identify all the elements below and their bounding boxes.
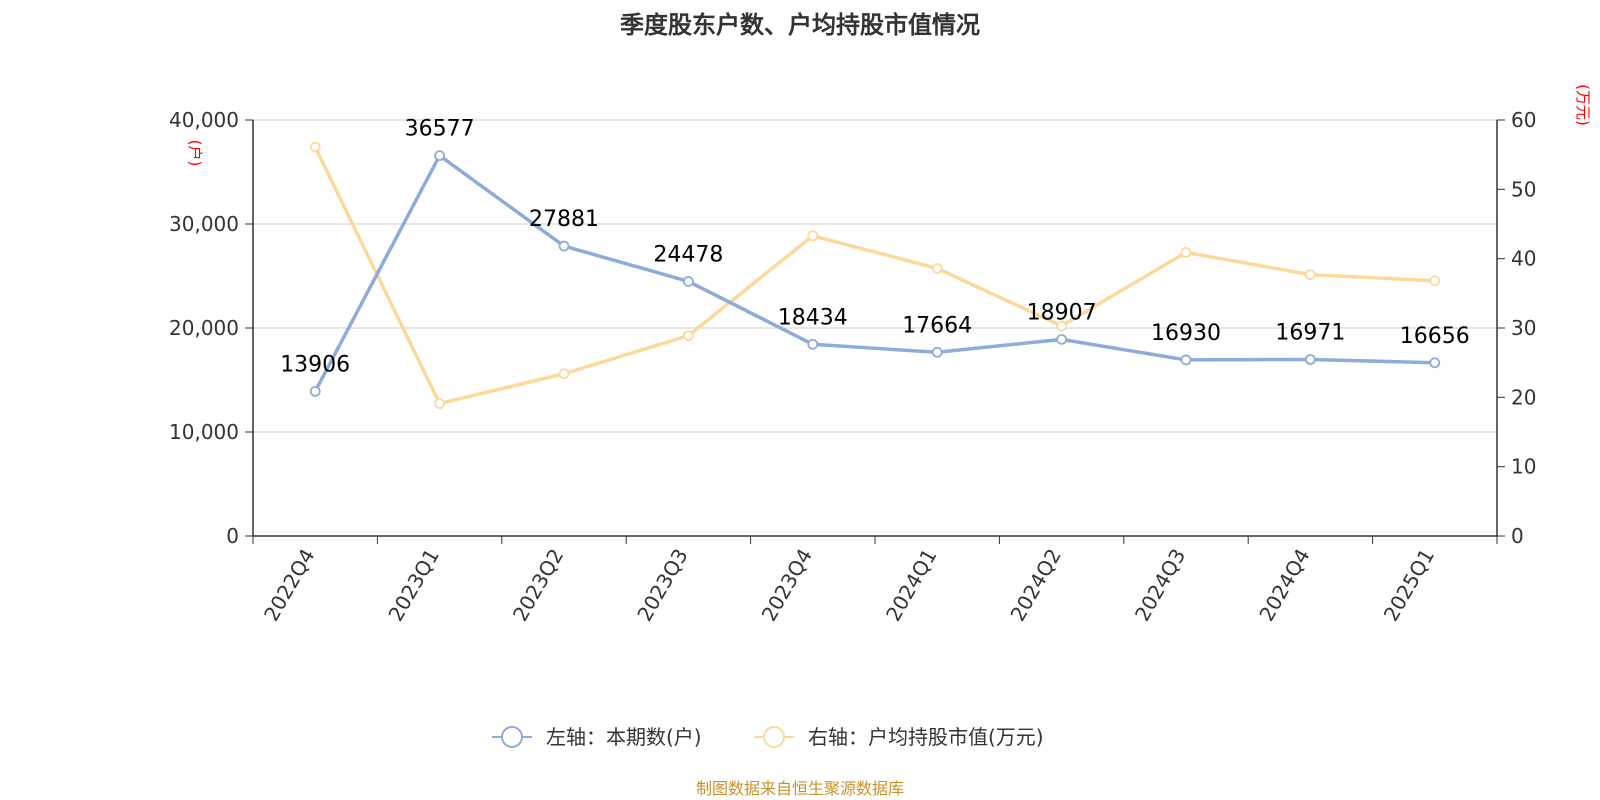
right-axis-tick-label: 10 [1511, 455, 1536, 479]
legend-label-right: 右轴：户均持股市值(万元) [808, 725, 1044, 749]
legend-item-left-series[interactable]: 左轴：本期数(户) [492, 725, 702, 749]
x-axis-tick-label: 2023Q4 [757, 545, 817, 626]
left-axis-tick-label: 30,000 [169, 212, 239, 236]
series-point-right [1180, 247, 1192, 258]
left-axis-tick-label: 0 [226, 524, 239, 548]
left-axis-unit: (户) [186, 140, 204, 167]
right-axis-tick-label: 60 [1511, 108, 1536, 132]
x-axis-tick-label: 2024Q2 [1005, 545, 1065, 626]
series-point-left [683, 276, 694, 287]
series-line-right [313, 146, 1435, 406]
x-axis-tick-label: 2025Q1 [1379, 545, 1439, 626]
series-point-right [683, 330, 694, 342]
right-axis-tick-label: 30 [1511, 316, 1536, 340]
series-point-left [1429, 357, 1441, 369]
series-point-left [1056, 333, 1067, 345]
x-axis-tick-label: 2024Q4 [1254, 545, 1314, 626]
data-label: 18907 [1027, 300, 1097, 325]
chart-title: 季度股东户数、户均持股市值情况 [620, 11, 980, 39]
series-point-left [1305, 354, 1316, 365]
data-label: 16971 [1275, 321, 1345, 346]
right-axis-unit: (万元) [1574, 84, 1592, 126]
left-axis-tick-label: 10,000 [169, 420, 239, 444]
series-lines [309, 141, 1441, 409]
data-label: 16656 [1400, 324, 1470, 349]
data-label: 24478 [653, 242, 723, 267]
axes: 0 10,000 20,000 30,000 40,000 0 10 20 30 40 50 60 20… [169, 108, 1536, 625]
series-point-right [309, 141, 321, 153]
series-point-right [807, 230, 819, 242]
series-point-right [434, 398, 446, 409]
data-label: 13906 [280, 352, 350, 377]
data-label: 18434 [778, 305, 848, 330]
legend-marker-right-icon [763, 726, 785, 748]
right-axis-tick-label: 40 [1511, 247, 1536, 271]
x-axis-tick-label: 2024Q1 [881, 545, 941, 626]
series-point-right [1056, 320, 1067, 332]
series-point-left [558, 240, 570, 252]
right-axis-tick-label: 0 [1511, 524, 1524, 548]
series-point-left [309, 385, 321, 397]
data-label: 16930 [1151, 321, 1221, 346]
data-labels: 13906 36577 27881 24478 18434 17664 18907 16930… [280, 117, 1470, 378]
x-axis-tick-label: 2023Q2 [508, 545, 568, 626]
data-label: 36577 [405, 117, 475, 142]
series-point-right [931, 262, 943, 274]
right-axis-tick-label: 20 [1511, 385, 1536, 409]
x-axis-tick-label: 2023Q3 [632, 545, 692, 626]
legend: 左轴：本期数(户) 右轴：户均持股市值(万元) [492, 725, 1044, 749]
series-point-right [558, 368, 570, 380]
series-point-left [1180, 354, 1192, 366]
series-point-left [807, 338, 819, 350]
legend-label-left: 左轴：本期数(户) [546, 725, 702, 749]
right-axis-tick-label: 50 [1511, 177, 1536, 201]
legend-marker-left-icon [501, 726, 523, 748]
data-label: 27881 [529, 207, 599, 232]
series-point-left [931, 346, 943, 358]
legend-item-right-series[interactable]: 右轴：户均持股市值(万元) [754, 725, 1044, 749]
series-point-left [434, 150, 446, 161]
series-point-right [1305, 269, 1316, 281]
gridlines [253, 119, 1497, 433]
x-axis-tick-label: 2022Q4 [259, 545, 319, 626]
source-note: 制图数据来自恒生聚源数据库 [696, 779, 904, 798]
left-axis-tick-label: 20,000 [169, 316, 239, 340]
left-axis-tick-label: 40,000 [169, 108, 239, 132]
series-point-right [1429, 275, 1441, 287]
x-axis-tick-label: 2023Q1 [383, 545, 443, 626]
series-line-left [313, 153, 1435, 393]
data-label: 17664 [902, 313, 972, 338]
x-axis-tick-label: 2024Q3 [1130, 545, 1190, 626]
